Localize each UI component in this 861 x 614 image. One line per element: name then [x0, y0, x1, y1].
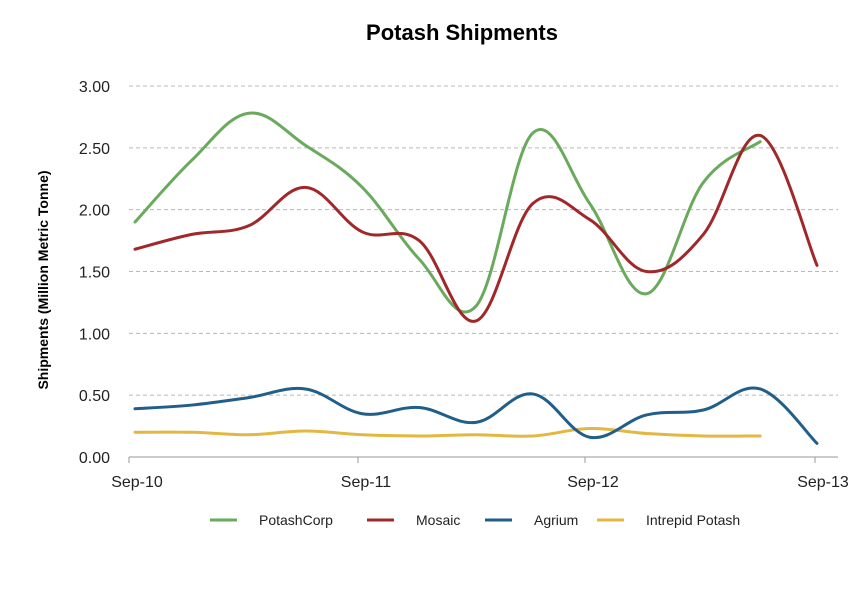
- legend: PotashCorp Mosaic Agrium Intrepid Potash: [210, 512, 740, 528]
- y-tick-label: 2.00: [79, 203, 110, 220]
- legend-item-agrium: Agrium: [485, 512, 578, 528]
- x-axis: Sep-10 Sep-11 Sep-12 Sep-13: [111, 456, 849, 491]
- x-tick-label: Sep-13: [797, 474, 849, 491]
- legend-label: Mosaic: [416, 512, 460, 528]
- series-line-agrium: [133, 386, 819, 445]
- legend-item-potashcorp: PotashCorp: [210, 512, 333, 528]
- legend-item-intrepid-potash: Intrepid Potash: [597, 512, 740, 528]
- y-tick-label: 0.00: [79, 450, 110, 467]
- series-line-potashcorp: [133, 111, 762, 314]
- legend-label: Agrium: [534, 512, 578, 528]
- series-line-intrepid-potash: [133, 427, 762, 438]
- y-tick-label: 0.50: [79, 388, 110, 405]
- series-lines: [133, 111, 819, 445]
- legend-label: PotashCorp: [259, 512, 333, 528]
- y-tick-label: 2.50: [79, 141, 110, 158]
- y-tick-label: 3.00: [79, 79, 110, 96]
- x-tick-label: Sep-10: [111, 474, 163, 491]
- legend-item-mosaic: Mosaic: [367, 512, 460, 528]
- y-axis-ticks: 0.00 0.50 1.00 1.50 2.00 2.50 3.00: [79, 79, 110, 467]
- legend-label: Intrepid Potash: [646, 512, 740, 528]
- y-tick-label: 1.50: [79, 265, 110, 282]
- x-tick-label: Sep-11: [341, 474, 392, 491]
- y-tick-label: 1.00: [79, 326, 110, 343]
- gridlines: [129, 85, 838, 396]
- y-axis-label: Shipments (Million Metric Tonne): [35, 170, 51, 389]
- chart-title: Potash Shipments: [366, 20, 558, 45]
- x-tick-label: Sep-12: [567, 474, 619, 491]
- series-line-mosaic: [133, 133, 819, 323]
